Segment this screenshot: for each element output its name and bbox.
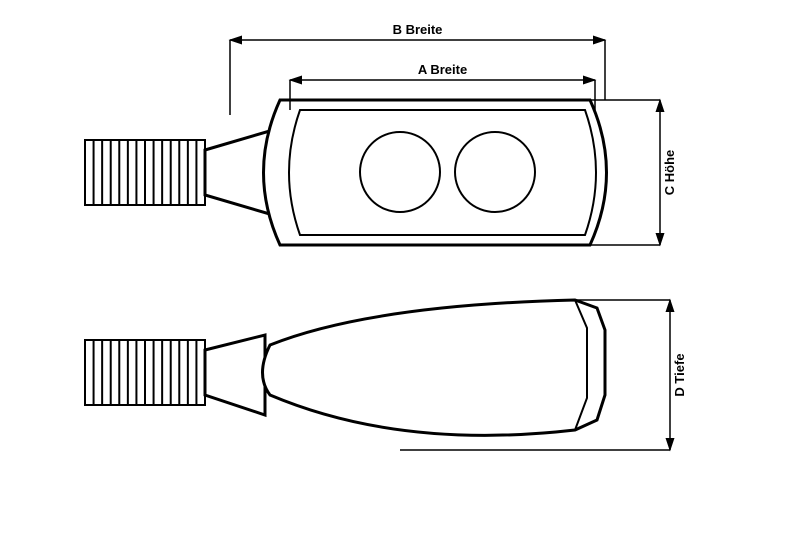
dim-c-label: C Höhe xyxy=(662,150,677,196)
side-neck xyxy=(205,335,265,415)
front-view xyxy=(85,100,607,245)
front-body-outer xyxy=(264,100,607,245)
side-view xyxy=(85,300,605,435)
technical-drawing: B Breite A Breite C Höhe D Tiefe xyxy=(0,0,800,533)
dim-b-label: B Breite xyxy=(393,22,443,37)
side-body-outer xyxy=(263,300,606,435)
dim-d-label: D Tiefe xyxy=(672,353,687,396)
front-threaded-stem xyxy=(85,140,205,205)
side-threaded-stem xyxy=(85,340,205,405)
dim-a-label: A Breite xyxy=(418,62,467,77)
